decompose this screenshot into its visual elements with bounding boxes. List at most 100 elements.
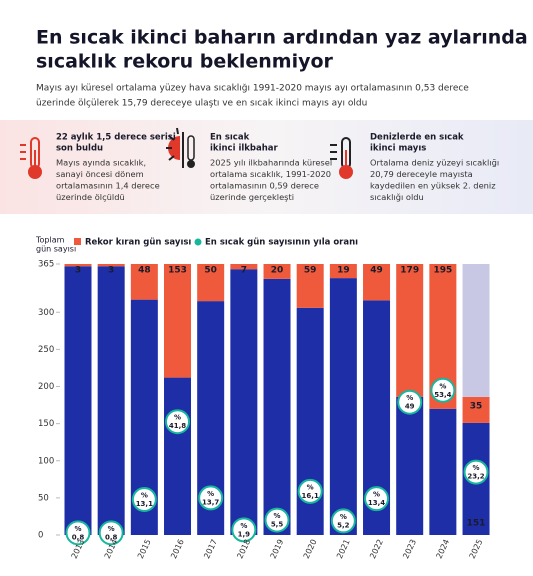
facts-band [0, 120, 533, 214]
percent-badge [98, 520, 124, 546]
x-tick-label: 2025 [468, 538, 485, 560]
percent-sign: % [473, 464, 480, 472]
x-tick-label: 2020 [302, 538, 319, 560]
y-axis-label: gün sayısı [36, 245, 76, 254]
value-label: 20 [271, 266, 284, 276]
fact-body: üzerinde ölçüldü [56, 192, 125, 202]
thermometer-icon [330, 137, 353, 179]
y-tick-label: 0 [38, 531, 43, 541]
value-label: 3 [75, 266, 81, 276]
percent-label: 13,4 [368, 499, 385, 507]
fact-heading: En sıcak [210, 133, 250, 143]
percent-sign: % [174, 414, 181, 422]
subtitle: Mayıs ayı küresel ortalama yüzey hava sı… [36, 84, 469, 94]
fact-heading: ikinci mayıs [370, 144, 426, 154]
bar-base [97, 266, 125, 535]
thermometer-icon [20, 137, 42, 179]
percent-label: 5,5 [271, 521, 284, 529]
percent-label: 13,1 [136, 500, 153, 508]
fact-heading: son buldu [56, 144, 103, 154]
value-label: 195 [433, 266, 452, 276]
fact-body: kaydedilen en yüksek 2. deniz [370, 181, 496, 191]
bar-record [197, 264, 225, 302]
bar-base [329, 278, 357, 535]
value-label: 7 [241, 266, 247, 276]
percent-badge [198, 485, 224, 511]
bar-record [263, 264, 291, 279]
percent-label: 41,8 [169, 422, 186, 430]
value-label: 19 [337, 266, 350, 276]
x-tick-label: 2022 [368, 538, 385, 560]
percent-sign: % [74, 525, 81, 533]
bar-record [329, 264, 357, 279]
bar-record [64, 264, 92, 267]
legend-label: En sıcak gün sayısının yıla oranı [205, 238, 358, 248]
y-tick-label: 100 [38, 456, 54, 466]
percent-sign: % [274, 512, 281, 520]
bar-base [263, 278, 291, 535]
fact-body: sanayi öncesi dönem [56, 169, 144, 179]
legend-swatch [74, 238, 81, 245]
value-label: 48 [138, 266, 151, 276]
percent-sign: % [108, 525, 115, 533]
percent-sign: % [340, 513, 347, 521]
bar-record [130, 264, 158, 300]
percent-label: 13,7 [202, 498, 219, 506]
percent-badge [330, 508, 356, 534]
percent-label: 49 [405, 403, 415, 411]
y-tick-label: 200 [38, 382, 54, 392]
value-label: 153 [168, 266, 187, 276]
x-tick-label: 2017 [202, 538, 219, 560]
title: sıcaklık rekoru beklenmiyor [36, 51, 334, 73]
y-tick-label: 50 [38, 493, 49, 503]
bar-record [164, 264, 192, 378]
percent-badge [430, 377, 456, 403]
legend-label: Rekor kıran gün sayısı [85, 238, 191, 248]
percent-badge [297, 478, 323, 504]
bar-base [396, 396, 424, 535]
percent-badge [131, 486, 157, 512]
percent-label: 16,1 [302, 492, 319, 500]
percent-badge [231, 517, 257, 543]
bar-base [164, 377, 192, 535]
percent-label: 23,2 [467, 473, 484, 481]
bar-base [230, 269, 258, 535]
fact-heading: Denizlerde en sıcak [370, 133, 464, 143]
y-tick-label: 150 [38, 419, 54, 429]
y-tick-label: 250 [38, 345, 54, 355]
percent-badge [165, 409, 191, 435]
percent-sign: % [439, 382, 446, 390]
fact-body: üzerinde gerçekleşti [210, 192, 294, 202]
bar-remaining [462, 264, 490, 397]
sun-icon [166, 127, 195, 168]
fact-body: ortalamasının 1,4 derece [56, 181, 160, 191]
fact-body: 2025 yılı ilkbaharında küresel [210, 158, 332, 168]
bar-record [462, 396, 490, 423]
fact-body: 20,79 dereceyle mayısta [370, 169, 473, 179]
percent-sign: % [406, 394, 413, 402]
legend-swatch [194, 238, 202, 246]
x-tick-label: 2019 [269, 538, 286, 560]
bar-record [230, 264, 258, 270]
percent-sign: % [207, 490, 214, 498]
fact-body: ortalama sıcaklık, 1991-2020 [210, 169, 331, 179]
fact-body: ortalamasının 0,59 derece [210, 181, 319, 191]
x-tick-label: 2016 [169, 538, 186, 560]
fact-body: Ortalama deniz yüzeyi sıcaklığı [370, 158, 499, 168]
percent-sign: % [307, 483, 314, 491]
percent-sign: % [141, 491, 148, 499]
y-axis-label: Toplam [35, 236, 65, 245]
x-tick-label: 2021 [335, 538, 352, 560]
y-tick-label: 300 [38, 308, 54, 318]
percent-label: 5,2 [337, 521, 350, 529]
bar-base [64, 266, 92, 535]
percent-badge [397, 389, 423, 415]
value-label: 50 [204, 266, 217, 276]
bar-base [429, 408, 457, 535]
bar-record [363, 264, 391, 301]
value-label: 179 [400, 266, 419, 276]
percent-sign: % [240, 522, 247, 530]
percent-badge [65, 520, 91, 546]
fact-heading: 22 aylık 1,5 derece serisi [56, 133, 176, 143]
